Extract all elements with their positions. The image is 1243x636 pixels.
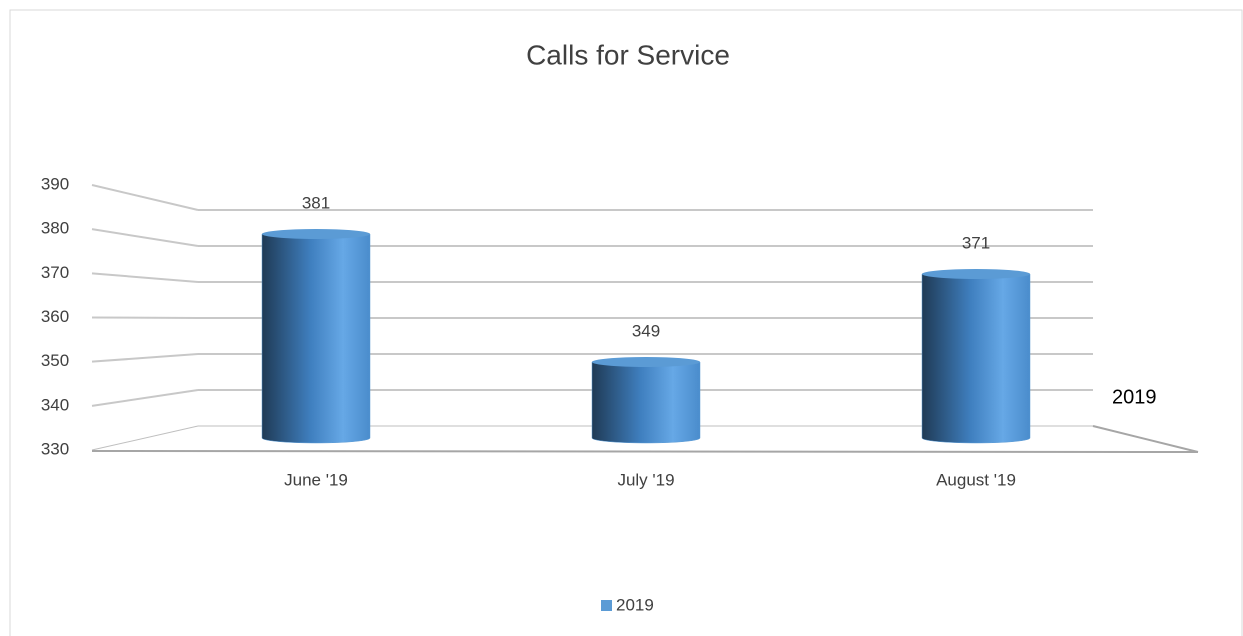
bar	[261, 233, 371, 444]
x-tick-label: August '19	[936, 470, 1016, 489]
y-tick-label: 380	[41, 219, 69, 238]
bar	[921, 273, 1031, 444]
legend-label: 2019	[616, 595, 654, 614]
bar-top	[262, 229, 370, 239]
x-tick-label: June '19	[284, 470, 348, 489]
floor-front	[91, 450, 1199, 453]
legend-swatch	[601, 600, 612, 611]
bar-top	[592, 357, 700, 367]
floor-right	[1092, 425, 1199, 453]
grid-line-side	[91, 228, 199, 247]
y-tick-label: 390	[41, 174, 69, 193]
data-label: 349	[632, 321, 660, 340]
chart-border	[9, 9, 1243, 636]
depth-axis-label: 2019	[1112, 386, 1157, 408]
data-label: 371	[962, 233, 990, 252]
y-tick-label: 360	[41, 307, 69, 326]
chart-title: Calls for Service	[526, 39, 730, 70]
floor-left	[91, 425, 199, 451]
y-tick-label: 370	[41, 263, 69, 282]
x-tick-label: July '19	[617, 470, 674, 489]
grid-line-side	[91, 389, 199, 407]
y-tick-label: 330	[41, 439, 69, 458]
y-tick-label: 340	[41, 395, 69, 414]
y-tick-label: 350	[41, 351, 69, 370]
grid-line-side	[91, 184, 199, 211]
grid-line-side	[91, 272, 199, 283]
bar-top	[922, 269, 1030, 279]
grid-line-side	[91, 316, 199, 319]
data-label: 381	[302, 193, 330, 212]
bar	[591, 361, 701, 444]
grid-line-side	[91, 353, 199, 363]
